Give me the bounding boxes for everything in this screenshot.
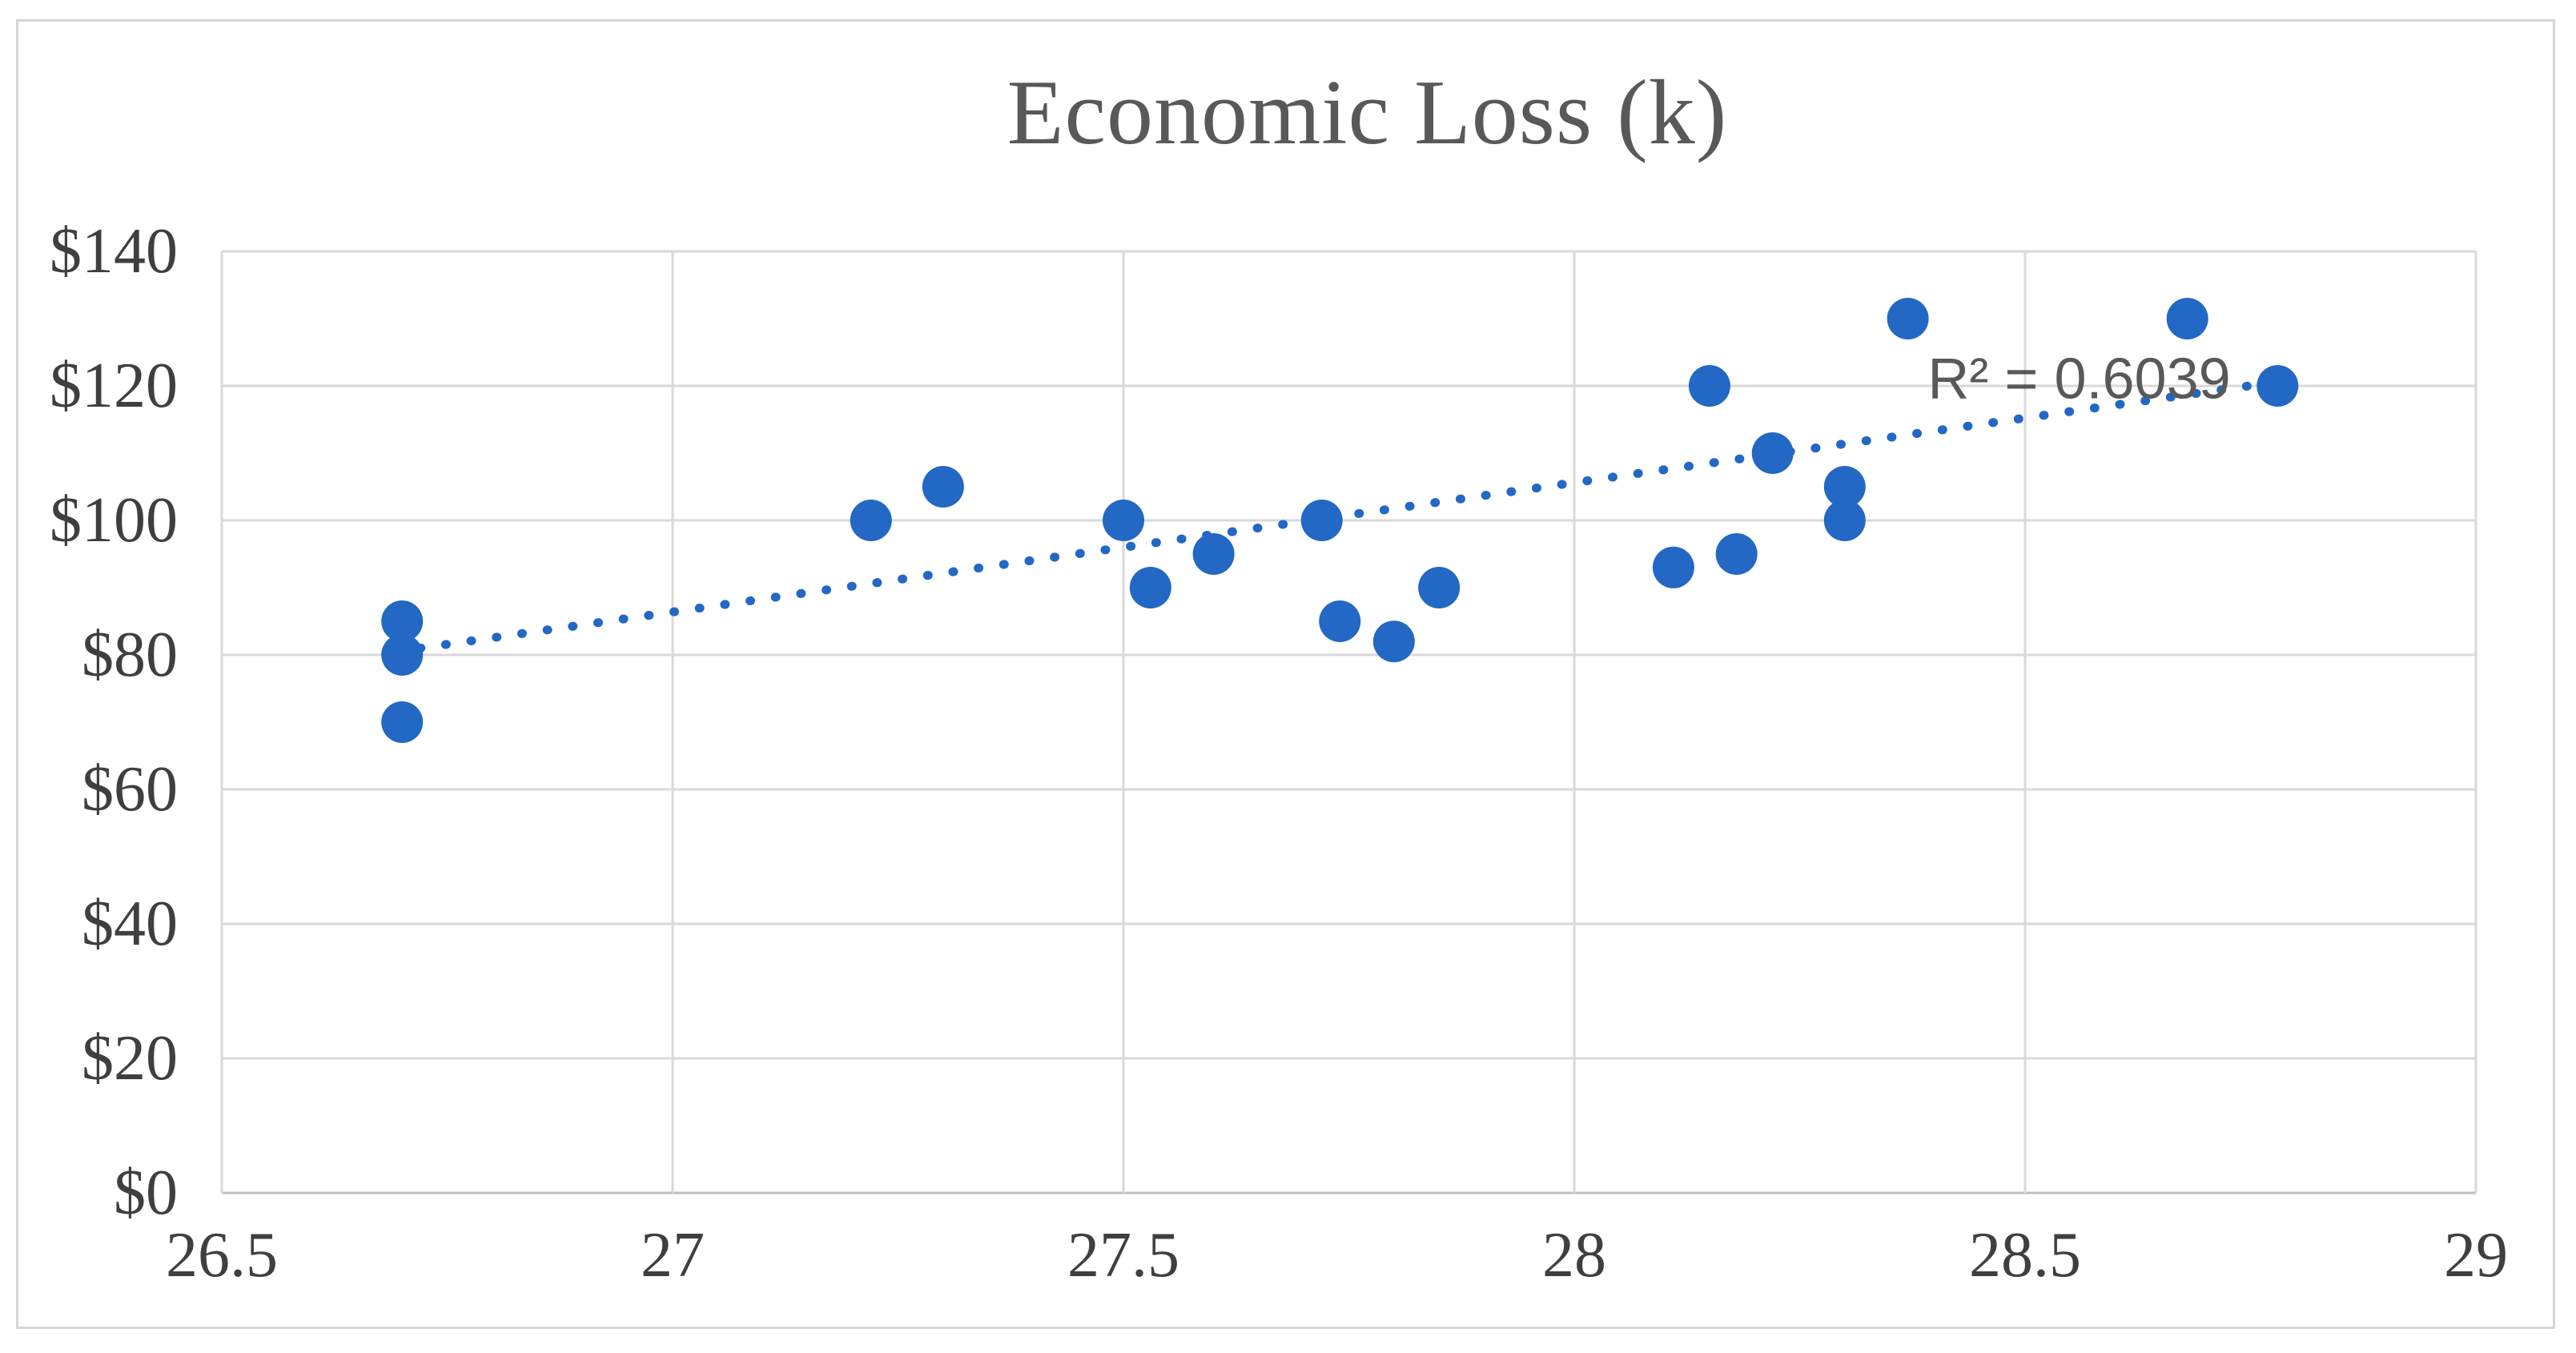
data-point	[1103, 500, 1144, 541]
data-point	[850, 500, 892, 541]
data-point	[1751, 432, 1794, 474]
data-point	[922, 466, 964, 508]
trendline-dotted	[416, 375, 2301, 653]
data-point	[1372, 620, 1415, 663]
data-point	[1823, 500, 1866, 541]
data-point	[1715, 533, 1758, 575]
data-point	[2166, 298, 2208, 339]
y-axis-tick-label: $140	[50, 216, 178, 287]
data-point	[1129, 567, 1171, 608]
chart-figure: Economic Loss (k)	[16, 19, 2555, 1329]
y-axis-tick-label: $40	[82, 889, 178, 959]
data-point	[1300, 500, 1343, 541]
data-point	[1418, 567, 1461, 608]
y-axis-tick-label: $20	[82, 1023, 178, 1094]
data-point	[381, 634, 424, 676]
x-axis-tick-label: 26.5	[166, 1220, 278, 1291]
y-axis-tick-label: $100	[50, 485, 178, 556]
data-point	[1688, 365, 1730, 407]
x-axis-tick-label: 28.5	[1969, 1220, 2081, 1291]
x-axis-tick-label: 29	[2444, 1220, 2508, 1291]
data-point	[1887, 298, 1929, 339]
data-point	[1319, 600, 1361, 642]
x-axis-tick-label: 27	[641, 1220, 705, 1291]
chart-title: Economic Loss (k)	[1007, 62, 1728, 164]
y-axis-tick-label: $60	[82, 754, 178, 825]
x-axis-tick-label: 28	[1542, 1220, 1606, 1291]
data-point	[1823, 466, 1866, 508]
y-axis-tick-label: $0	[114, 1158, 178, 1228]
data-point	[381, 701, 424, 743]
r-squared-label: R² = 0.6039	[1927, 347, 2230, 412]
data-point	[381, 600, 424, 642]
y-axis-tick-label: $80	[82, 620, 178, 690]
x-axis-tick-label: 27.5	[1067, 1220, 1179, 1291]
data-point	[1192, 533, 1235, 575]
data-point	[1652, 546, 1694, 588]
y-axis-tick-label: $120	[50, 351, 178, 421]
data-point	[2257, 365, 2299, 407]
